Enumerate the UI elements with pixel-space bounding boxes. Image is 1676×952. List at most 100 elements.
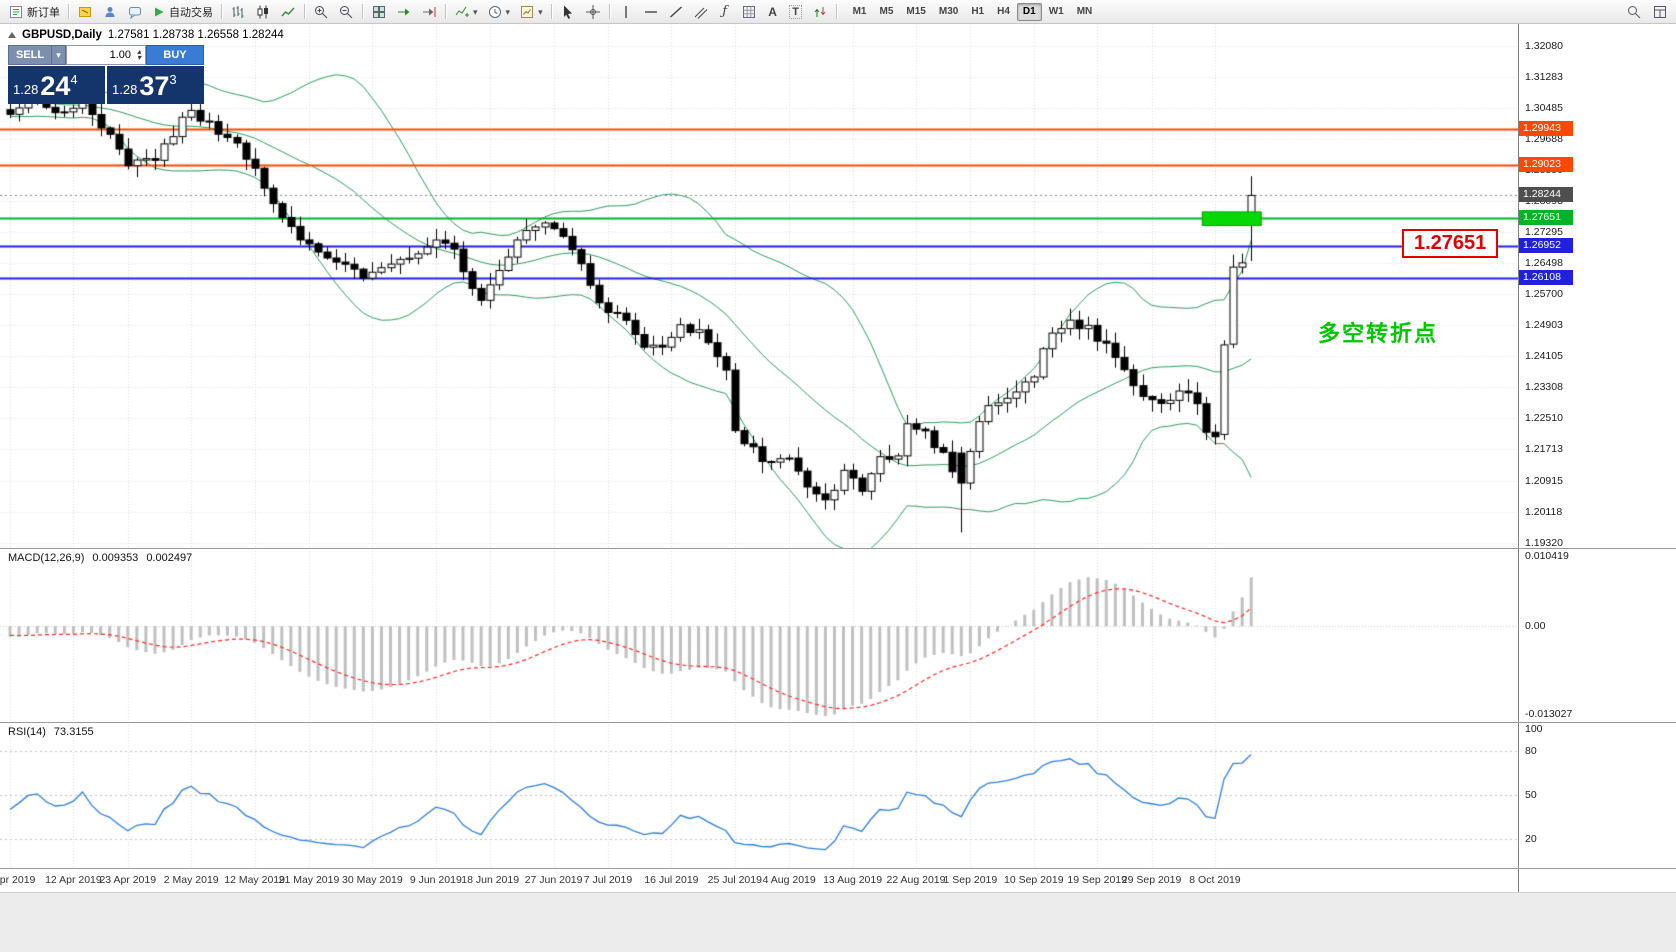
- ask-main: 1.28: [112, 82, 138, 97]
- play-icon: [152, 5, 166, 19]
- volume-value: 1.00: [109, 49, 131, 61]
- label-button[interactable]: [785, 2, 807, 22]
- periods-button[interactable]: [483, 2, 515, 22]
- macd-indicator-label: MACD(12,26,9) 0.009353 0.002497: [8, 552, 192, 564]
- autotrading-button[interactable]: 自动交易: [148, 2, 217, 22]
- date-label: 22 Aug 2019: [886, 874, 946, 886]
- price-tick: 1.21713: [1525, 443, 1563, 456]
- price-tick: 1.30485: [1525, 102, 1563, 115]
- horizontal-line-button[interactable]: [639, 2, 663, 22]
- price-tick: 1.25700: [1525, 288, 1563, 301]
- channel-button[interactable]: [689, 2, 713, 22]
- hline-price-badge: 1.29943: [1519, 121, 1573, 137]
- indicators-icon: [454, 4, 470, 20]
- macd-indicator-canvas[interactable]: [0, 548, 1518, 722]
- templates-button[interactable]: [515, 2, 547, 22]
- sell-button[interactable]: SELL: [8, 45, 52, 65]
- timeframe-h1-button[interactable]: H1: [965, 3, 990, 21]
- person-icon: [102, 4, 118, 20]
- zoom-in-button[interactable]: [309, 2, 333, 22]
- shapes-button[interactable]: [737, 2, 761, 22]
- fibonacci-button[interactable]: [714, 2, 736, 22]
- chart-shift-button[interactable]: [417, 2, 441, 22]
- timeframe-m1-button[interactable]: M1: [847, 3, 873, 21]
- rsi-indicator-canvas[interactable]: [0, 722, 1518, 868]
- vertical-line-icon: [618, 4, 634, 20]
- pane-separator[interactable]: [0, 722, 1676, 723]
- new-order-button[interactable]: 新订单: [4, 2, 64, 22]
- price-scale[interactable]: 1.320801.312831.304851.296881.288901.280…: [1518, 24, 1676, 892]
- date-label: 12 Apr 2019: [45, 874, 102, 886]
- separator: [68, 4, 69, 19]
- date-label: 19 Sep 2019: [1067, 874, 1127, 886]
- one-click-trading-panel: SELL 1.00 BUY 1.28 24 4 1.: [8, 45, 204, 104]
- volume-input[interactable]: 1.00: [66, 45, 146, 65]
- chat-button[interactable]: [123, 2, 147, 22]
- sell-dropdown[interactable]: [52, 45, 66, 65]
- chart-shift-icon: [421, 4, 437, 20]
- crosshair-button[interactable]: [581, 2, 605, 22]
- cursor-button[interactable]: [556, 2, 580, 22]
- search-icon: [1626, 4, 1642, 20]
- bar-chart-button[interactable]: [226, 2, 250, 22]
- timeframe-h4-button[interactable]: H4: [991, 3, 1016, 21]
- chart-ohlc-values: 1.27581 1.28738 1.26558 1.28244: [107, 29, 284, 41]
- metaeditor-button[interactable]: [73, 2, 97, 22]
- ask-pip: 3: [169, 72, 177, 87]
- pane-separator[interactable]: [0, 548, 1676, 549]
- timeframe-w1-button[interactable]: W1: [1043, 3, 1070, 21]
- chart-window: GBPUSD,Daily 1.27581 1.28738 1.26558 1.2…: [0, 24, 1676, 892]
- community-button[interactable]: [98, 2, 122, 22]
- date-label: 18 Jun 2019: [461, 874, 520, 886]
- date-label: 12 May 2019: [224, 874, 285, 886]
- line-chart-button[interactable]: [276, 2, 300, 22]
- zoom-out-button[interactable]: [334, 2, 358, 22]
- price-tick: 1.19320: [1525, 536, 1563, 549]
- search-button[interactable]: [1622, 2, 1646, 22]
- macd-scale-label: 0.00: [1525, 620, 1546, 633]
- date-label: 10 Sep 2019: [1003, 874, 1064, 886]
- macd-scale-label: 0.010419: [1525, 550, 1569, 562]
- separator: [304, 4, 305, 19]
- ask-price[interactable]: 1.28 37 3: [107, 66, 204, 104]
- trendline-button[interactable]: [664, 2, 688, 22]
- macd-value: 0.009353: [92, 552, 139, 564]
- collapse-panel-icon[interactable]: [8, 32, 16, 38]
- auto-scroll-button[interactable]: [392, 2, 416, 22]
- rsi-scale-label: 50: [1525, 789, 1537, 801]
- timeframe-m5-button[interactable]: M5: [874, 3, 900, 21]
- timeframe-m15-button[interactable]: M15: [900, 3, 931, 21]
- zoom-in-icon: [313, 4, 329, 20]
- chart-annotation-text: 多空转折点: [1318, 321, 1439, 346]
- rsi-scale-label: 100: [1525, 723, 1543, 735]
- layout-button[interactable]: [1648, 2, 1672, 22]
- arrows-button[interactable]: [808, 2, 832, 22]
- arrows-icon: [812, 4, 828, 20]
- tile-windows-icon: [371, 4, 387, 20]
- tile-windows-button[interactable]: [367, 2, 391, 22]
- main-chart-canvas[interactable]: [0, 24, 1518, 548]
- timeframe-m30-button[interactable]: M30: [933, 3, 964, 21]
- chevron-down-icon: [506, 6, 511, 18]
- bid-price[interactable]: 1.28 24 4: [8, 66, 105, 104]
- candlestick-chart-button[interactable]: [251, 2, 275, 22]
- buy-button[interactable]: BUY: [146, 45, 204, 65]
- hline-price-badge: 1.29023: [1519, 157, 1573, 173]
- trendline-icon: [668, 4, 684, 20]
- indicators-button[interactable]: [450, 2, 482, 22]
- hline-price-badge: 1.26952: [1519, 237, 1573, 253]
- volume-down-icon[interactable]: [137, 55, 141, 61]
- price-tick: 1.24105: [1525, 350, 1563, 363]
- separator: [835, 4, 837, 19]
- vertical-line-button[interactable]: [614, 2, 638, 22]
- price-tick: 1.31283: [1525, 71, 1563, 84]
- date-label: 3 Apr 2019: [0, 874, 36, 886]
- price-tick: 1.20118: [1525, 505, 1563, 518]
- text-button[interactable]: [762, 2, 784, 22]
- date-label: 16 Jul 2019: [644, 874, 699, 886]
- ask-big-digits: 37: [139, 71, 170, 101]
- timeframe-mn-button[interactable]: MN: [1071, 3, 1099, 21]
- separator: [362, 4, 363, 19]
- timeframe-d1-button[interactable]: D1: [1016, 2, 1042, 21]
